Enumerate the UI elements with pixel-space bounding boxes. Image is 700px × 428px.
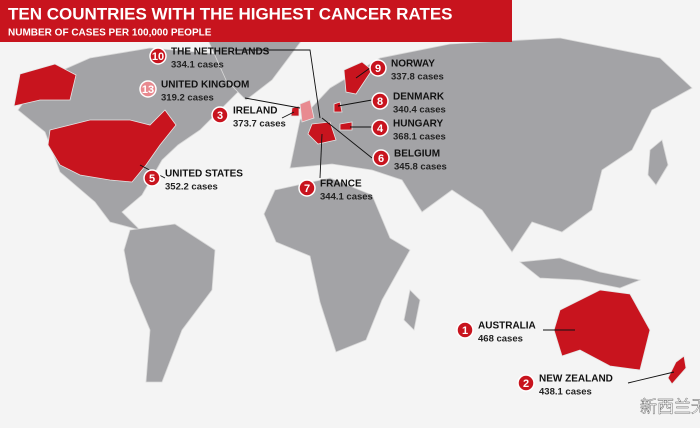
rank-number: 6 [378,153,384,165]
country-name: FRANCE [320,179,362,190]
rank-number: 1 [462,325,468,337]
rank-number: 8 [377,96,383,108]
rank-badge [369,59,387,77]
rank-badge [149,47,167,65]
case-count: 438.1 cases [539,387,592,398]
title-bar [0,0,512,42]
country-name: HUNGARY [393,119,444,130]
highlighted-countries [13,61,687,385]
country-name: NEW ZEALAND [539,374,613,385]
case-count: 373.7 cases [233,119,286,130]
rank-badge [371,119,389,137]
case-count: 340.4 cases [393,105,446,116]
title: TEN COUNTRIES WITH THE HIGHEST CANCER RA… [8,4,453,23]
case-count: 468 cases [478,334,523,345]
rank-badge [211,106,229,124]
rank-badge [298,179,316,197]
country-name: NORWAY [391,59,435,70]
rank-badge [517,374,535,392]
case-count: 337.8 cases [391,72,444,83]
country-name: UNITED KINGDOM [161,80,249,91]
rank-number: 4 [377,123,384,135]
rank-number: 2 [523,378,529,390]
watermark: 新西兰无忧 [640,397,700,416]
country-name: AUSTRALIA [478,321,536,332]
case-count: 344.1 cases [320,192,373,203]
rank-number: 10 [152,51,164,63]
rank-number: 7 [304,183,310,195]
case-count: 345.8 cases [394,162,447,173]
country-name: THE NETHERLANDS [171,47,270,58]
rank-number: 5 [149,173,155,185]
case-count: 334.1 cases [171,60,224,71]
country-name: UNITED STATES [165,169,243,180]
case-count: 319.2 cases [161,93,214,104]
rank-badge [372,149,390,167]
rank-badge [371,92,389,110]
rank-badge [456,321,474,339]
country-name: BELGIUM [394,149,440,160]
rank-badge [139,80,157,98]
country-name: DENMARK [393,92,445,103]
rank-number: 3 [217,110,223,122]
country-name: IRELAND [233,106,277,117]
case-count: 368.1 cases [393,132,446,143]
rank-number: 13 [142,84,154,96]
subtitle: NUMBER OF CASES PER 100,000 PEOPLE [8,28,212,39]
rank-number: 9 [375,63,381,75]
case-count: 352.2 cases [165,182,218,193]
rank-badge [143,169,161,187]
